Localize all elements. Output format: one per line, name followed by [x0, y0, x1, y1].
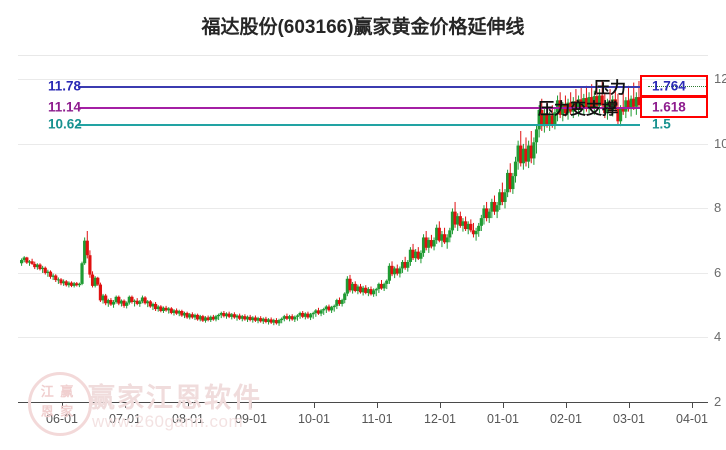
y-axis-tick-label: 8 — [714, 200, 722, 216]
x-axis-tick-label: 01-01 — [487, 412, 519, 426]
seal-char-2: 赢 — [60, 384, 74, 399]
candlestick-plot-area — [18, 60, 708, 403]
x-axis-tick-label: 03-01 — [613, 412, 645, 426]
x-axis-tick-mark — [314, 402, 315, 408]
seal-char-3: 恩 — [40, 404, 54, 419]
gridline — [18, 337, 708, 339]
level-annotation-resistance: 压力 — [594, 80, 627, 98]
gann-seal-logo: 江 赢 恩 家 — [28, 372, 92, 436]
x-axis-tick-label: 12-01 — [424, 412, 456, 426]
x-axis-tick-mark — [251, 402, 252, 408]
gann-level-line-mid-level — [78, 123, 640, 126]
seal-char-4: 家 — [60, 404, 74, 419]
x-axis-tick-label: 07-01 — [109, 412, 141, 426]
y-axis-tick-label: 4 — [714, 329, 722, 345]
x-axis-tick-mark — [503, 402, 504, 408]
level-ratio-highlight-box-resistance — [640, 75, 708, 98]
x-axis-tick-mark — [566, 402, 567, 408]
gridline — [18, 272, 708, 274]
x-axis-tick-label: 09-01 — [235, 412, 267, 426]
level-annotation-resistance-turned-support: 压力变支撑 — [538, 101, 619, 119]
watermark-brand: 赢家江恩软件 — [88, 383, 262, 413]
watermark-url: www.260gann.com — [92, 412, 244, 431]
y-axis-tick-label: 12 — [714, 71, 726, 87]
page-title: 福达股份(603166)赢家黄金价格延伸线 — [201, 17, 525, 38]
y-axis-tick-label: 6 — [714, 264, 722, 280]
gridline — [18, 208, 708, 210]
level-price-label-mid-level: 10.62 — [48, 116, 82, 132]
y-axis-tick-label: 2 — [714, 394, 722, 409]
level-ratio-label-resistance: 1.764 — [652, 78, 686, 94]
gann-level-extension-dotted — [648, 86, 708, 88]
level-ratio-label-resistance-turned-support: 1.618 — [652, 99, 686, 115]
seal-char-1: 江 — [40, 384, 54, 399]
x-axis-tick-mark — [629, 402, 630, 408]
gridline — [18, 79, 708, 81]
level-price-label-resistance: 11.78 — [48, 78, 82, 94]
x-axis-tick-label: 10-01 — [298, 412, 330, 426]
x-axis-tick-mark — [440, 402, 441, 408]
x-axis-tick-mark — [692, 402, 693, 408]
candlestick-series — [20, 80, 641, 326]
x-axis-tick-label: 02-01 — [550, 412, 582, 426]
y-axis-tick-label: 10 — [714, 135, 726, 151]
level-price-label-resistance-turned-support: 11.14 — [48, 99, 82, 115]
gann-level-line-resistance-turned-support — [78, 107, 640, 110]
gridline — [18, 143, 708, 145]
x-axis-line — [18, 402, 708, 403]
gann-level-line-resistance — [78, 86, 640, 89]
level-ratio-highlight-box-resistance-turned-support — [640, 96, 708, 119]
level-ratio-label-mid-level: 1.5 — [652, 116, 671, 132]
x-axis-tick-mark — [188, 402, 189, 408]
x-axis-tick-mark — [125, 402, 126, 408]
title-divider — [18, 55, 708, 56]
x-axis-tick-label: 04-01 — [676, 412, 708, 426]
x-axis-tick-label: 08-01 — [172, 412, 204, 426]
x-axis-tick-mark — [377, 402, 378, 408]
x-axis-tick-label: 11-01 — [361, 412, 393, 426]
